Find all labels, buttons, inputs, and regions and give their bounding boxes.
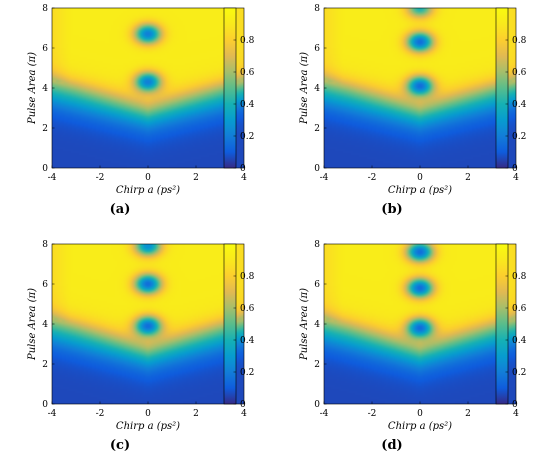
colorbar — [495, 243, 509, 405]
x-tick-label: -2 — [96, 173, 105, 183]
panel-label: (a) — [110, 202, 131, 217]
y-tick-label: 8 — [42, 240, 48, 250]
colorbar-tick-label: 0.8 — [512, 272, 527, 282]
colorbar-tick-label: 0.8 — [240, 272, 255, 282]
panel-label: (d) — [381, 438, 402, 452]
x-tick-label: -4 — [48, 173, 57, 183]
y-axis-label: Pulse Area (π) — [299, 288, 310, 361]
colorbar-tick-label: 0.8 — [240, 36, 255, 46]
x-tick-label: 2 — [193, 173, 199, 183]
colorbar-tick-label: 0.6 — [512, 68, 527, 78]
y-tick-label: 8 — [42, 4, 48, 14]
y-tick-label: 4 — [314, 320, 320, 330]
colorbar — [223, 243, 237, 405]
x-tick-label: -4 — [320, 173, 329, 183]
y-tick-label: 0 — [42, 400, 48, 410]
x-axis-label: Chirp a (ps²) — [388, 185, 452, 196]
x-tick-label: 2 — [193, 409, 199, 419]
x-tick-label: 0 — [417, 409, 423, 419]
colorbar — [223, 7, 237, 169]
colorbar-tick-label: 0 — [240, 164, 246, 174]
colorbar-tick-label: 0.2 — [512, 132, 526, 142]
x-axis-label: Chirp a (ps²) — [116, 421, 180, 432]
colorbar-tick-label: 0.8 — [512, 36, 527, 46]
x-tick-label: -4 — [320, 409, 329, 419]
y-tick-label: 8 — [314, 4, 320, 14]
y-tick-label: 6 — [42, 280, 48, 290]
x-tick-label: -2 — [368, 409, 377, 419]
x-tick-label: 2 — [465, 409, 471, 419]
colorbar-tick-label: 0.2 — [240, 368, 254, 378]
x-tick-label: 4 — [513, 409, 519, 419]
colorbar-tick-label: 0.6 — [512, 304, 527, 314]
colorbar-tick-label: 0 — [512, 164, 518, 174]
y-axis-label: Pulse Area (π) — [27, 288, 38, 361]
heatmap-image — [52, 244, 244, 404]
y-tick-label: 6 — [314, 44, 320, 54]
y-tick-label: 0 — [42, 164, 48, 174]
colorbar-tick-label: 0.6 — [240, 68, 255, 78]
colorbar-tick-label: 0 — [512, 400, 518, 410]
colorbar — [495, 7, 509, 169]
x-tick-label: 0 — [145, 409, 151, 419]
x-tick-label: 4 — [513, 173, 519, 183]
y-tick-label: 6 — [314, 280, 320, 290]
x-tick-label: 4 — [241, 173, 247, 183]
y-tick-label: 2 — [314, 124, 320, 134]
y-tick-label: 2 — [42, 360, 48, 370]
colorbar-tick-label: 0.4 — [512, 336, 527, 346]
y-tick-label: 0 — [314, 400, 320, 410]
y-tick-label: 4 — [314, 84, 320, 94]
colorbar-tick-label: 0.6 — [240, 304, 255, 314]
y-tick-label: 4 — [42, 320, 48, 330]
x-tick-label: 0 — [145, 173, 151, 183]
x-tick-label: -4 — [48, 409, 57, 419]
colorbar-tick-label: 0.4 — [240, 336, 255, 346]
x-tick-label: 4 — [241, 409, 247, 419]
colorbar-tick-label: 0.2 — [512, 368, 526, 378]
x-tick-label: 2 — [465, 173, 471, 183]
heatmap-image — [52, 8, 244, 168]
heatmap-image — [324, 8, 516, 168]
x-tick-label: 0 — [417, 173, 423, 183]
y-tick-label: 2 — [42, 124, 48, 134]
x-tick-label: -2 — [368, 173, 377, 183]
panel-label: (c) — [110, 438, 130, 452]
y-tick-label: 0 — [314, 164, 320, 174]
x-tick-label: -2 — [96, 409, 105, 419]
y-axis-label: Pulse Area (π) — [27, 52, 38, 125]
y-tick-label: 8 — [314, 240, 320, 250]
y-tick-label: 2 — [314, 360, 320, 370]
x-axis-label: Chirp a (ps²) — [388, 421, 452, 432]
y-axis-label: Pulse Area (π) — [299, 52, 310, 125]
y-tick-label: 4 — [42, 84, 48, 94]
colorbar-tick-label: 0.2 — [240, 132, 254, 142]
heatmap-image — [324, 244, 516, 404]
colorbar-tick-label: 0 — [240, 400, 246, 410]
colorbar-tick-label: 0.4 — [512, 100, 527, 110]
colorbar-tick-label: 0.4 — [240, 100, 255, 110]
panel-label: (b) — [381, 202, 402, 217]
y-tick-label: 6 — [42, 44, 48, 54]
x-axis-label: Chirp a (ps²) — [116, 185, 180, 196]
